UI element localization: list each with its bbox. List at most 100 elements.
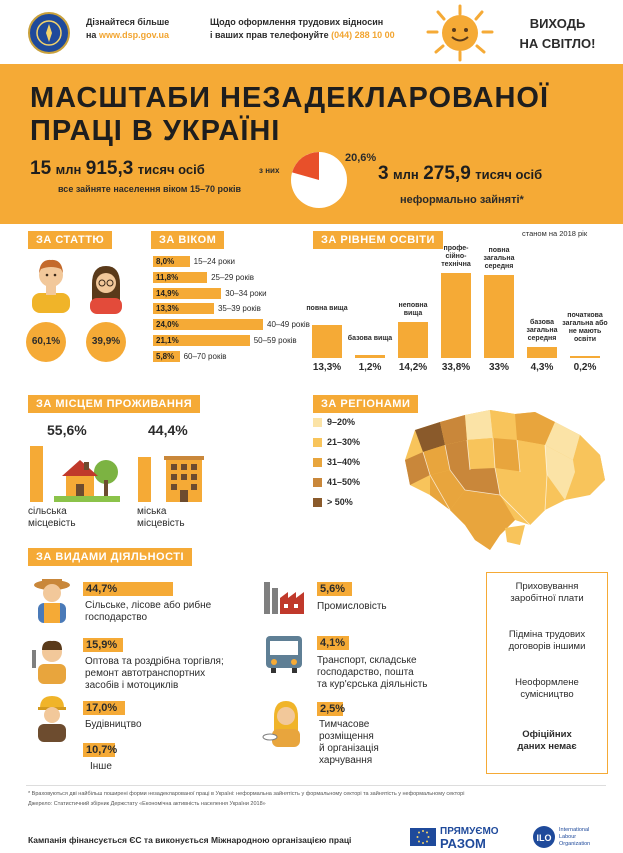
activity-construction-label: Будівництво — [85, 719, 142, 730]
urban-percent: 44,4% — [148, 422, 188, 438]
region-legend: 9–20% 21–30% 31–40% 41–50% > 50% — [313, 417, 393, 518]
footnote: * Враховуються дві найбільш поширені фор… — [28, 791, 465, 797]
female-percent-badge: 39,9% — [86, 322, 126, 362]
legend-swatch — [313, 418, 322, 427]
education-bar-chart: повна вища 13,3% базова вища 1,2% неповна ви… — [306, 245, 613, 380]
education-bar — [312, 324, 342, 358]
female-icon — [86, 262, 126, 314]
education-bar-value: 33,8% — [441, 362, 471, 373]
informal-pie-chart — [289, 150, 349, 210]
site-link[interactable]: www.dsp.gov.ua — [98, 30, 169, 40]
as-of-date: станом на 2018 рік — [522, 229, 588, 238]
legend-label: > 50% — [327, 497, 353, 507]
education-bar-value: 14,2% — [398, 362, 428, 373]
activity-other-label: Інше — [90, 761, 112, 772]
age-bar-label: 25–29 років — [211, 272, 254, 282]
campaign-text: Кампанія фінансується ЄС та виконується … — [28, 835, 352, 845]
age-bar-row: 8,0% 15–24 роки — [153, 256, 313, 267]
city-building-icon — [160, 454, 208, 502]
section-by-activity: ЗА ВИДАМИ ДІЯЛЬНОСТІ — [28, 548, 193, 566]
ukraine-regions-map — [395, 400, 610, 550]
age-bar-label: 60–70 років — [183, 351, 227, 361]
urban-label-1: міська — [137, 506, 167, 517]
waiter-icon — [262, 697, 308, 747]
age-bar-label: 40–49 років — [267, 320, 310, 330]
age-bar-row: 24,0% 40–49 років — [153, 319, 313, 331]
age-bar-label: 30–34 роки — [225, 288, 267, 298]
slogan-line2: НА СВІТЛО! — [519, 36, 596, 51]
activity-hospitality-label: Тимчасове — [319, 719, 370, 730]
age-bar-row: 5,8% 60–70 років — [153, 350, 313, 362]
form-hidden-wages: Приховування — [515, 581, 579, 592]
legend-swatch — [313, 498, 322, 507]
age-bar-row: 21,1% 50–59 років — [153, 335, 313, 346]
sun-mascot-icon — [420, 2, 500, 64]
slogan-line1: ВИХОДЬ — [529, 16, 586, 31]
of-them-text: з них — [259, 166, 280, 175]
bus-icon — [262, 634, 306, 674]
education-bar — [398, 322, 428, 358]
legend-label: 41–50% — [327, 477, 361, 487]
activity-industry-label: Промисловість — [317, 601, 387, 612]
ilo-logo-icon: ILO — [533, 826, 555, 848]
age-bar-label: 50–59 років — [253, 336, 297, 345]
section-by-sex: ЗА СТАТТЮ — [28, 231, 113, 249]
legend-label: 9–20% — [327, 417, 356, 427]
education-bar-value: 33% — [488, 362, 509, 373]
legend-label: 31–40% — [327, 457, 361, 467]
urban-bar — [138, 457, 151, 502]
education-bar-label: початкова загальна або не мають освіти — [562, 312, 608, 343]
rural-percent: 55,6% — [47, 422, 87, 438]
mechanic-icon — [30, 636, 74, 684]
factory-icon — [262, 578, 306, 614]
age-bar: 14,9% — [153, 287, 222, 299]
phone-number[interactable]: (044) 288 10 00 — [331, 30, 395, 40]
no-official-data: Офіційних — [522, 729, 572, 740]
age-bar: 24,0% — [153, 319, 263, 331]
section-by-education: ЗА РІВНЕМ ОСВІТИ — [313, 231, 443, 249]
question-line1: Щодо оформлення трудових відносин — [210, 17, 384, 27]
male-percent-badge: 60,1% — [26, 322, 66, 362]
section-by-residence: ЗА МІСЦЕМ ПРОЖИВАННЯ — [28, 395, 201, 413]
age-bar-label: 35–39 років — [217, 304, 261, 314]
rural-label-1: сільська — [28, 506, 67, 517]
total-caption: все зайняте населення віком 15–70 років — [58, 184, 242, 194]
divider — [26, 785, 606, 786]
urban-label-2: місцевість — [137, 518, 185, 529]
legend-label: 21–30% — [327, 437, 361, 447]
education-bar-label: неповна вища — [398, 302, 428, 318]
age-bar: 11,8% — [153, 271, 208, 283]
informal-pie-slice — [292, 152, 319, 180]
legend-swatch — [313, 458, 322, 467]
legend-swatch — [313, 478, 322, 487]
education-bar-label: базова вища — [347, 334, 393, 342]
education-bar — [527, 347, 557, 358]
education-bar — [570, 356, 600, 358]
pryamuemo-razom-logo: ПРЯМУЄМО РАЗОМ — [440, 826, 499, 851]
education-bar-value: 13,3% — [312, 362, 342, 373]
education-bar-label: профе- сійно- технічна — [441, 245, 471, 268]
education-bar-label: повна загальна середня — [483, 247, 515, 270]
activity-other-value: 10,7% — [83, 743, 117, 757]
eu-flag-icon — [410, 828, 436, 846]
male-icon — [28, 255, 74, 313]
pie-percent: 20,6% — [345, 152, 377, 164]
education-bar-value: 4,3% — [530, 362, 554, 373]
education-bar — [355, 354, 385, 358]
source-note: Джерело: Статистичний збірник Держстату … — [28, 801, 266, 807]
activity-agriculture-label: Сільське, лісове або рибне — [85, 600, 212, 611]
education-bar — [484, 275, 514, 358]
informal-employed: 3 млн 275,9 тисяч осіб — [378, 163, 543, 184]
rural-label-2: місцевість — [28, 518, 76, 529]
age-bar: 5,8% — [153, 350, 180, 362]
age-bar-row: 13,3% 35–39 років — [153, 303, 313, 315]
education-bar — [441, 273, 471, 358]
education-bar-value: 0,2% — [573, 362, 597, 373]
activity-construction-value: 17,0% — [83, 701, 125, 715]
informal-caption: неформально зайняті* — [400, 194, 524, 206]
activity-industry-value: 5,6% — [317, 582, 352, 596]
total-employed: 15 млн 915,3 тисяч осіб — [30, 158, 205, 179]
activity-transport-label: Транспорт, складське — [317, 655, 417, 666]
ministry-seal-icon — [28, 12, 70, 54]
age-bar-label: 15–24 роки — [193, 257, 235, 266]
